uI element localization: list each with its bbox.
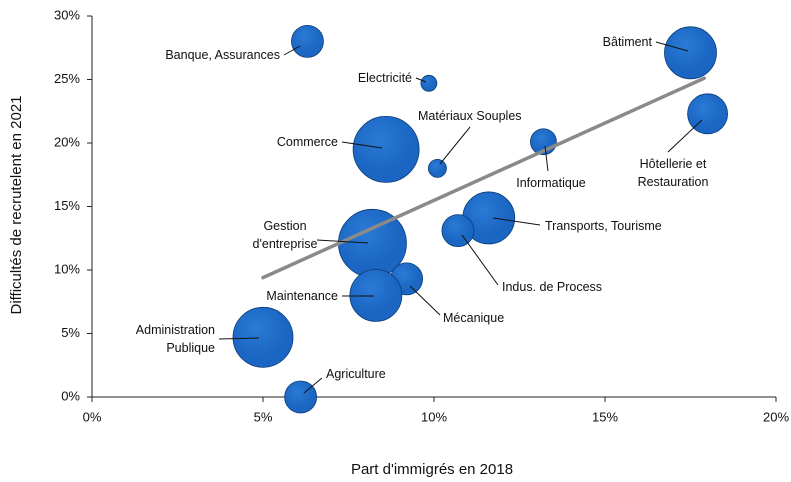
bubble: [352, 115, 420, 183]
point-label: Maintenance: [266, 289, 338, 303]
bubble: [232, 306, 294, 368]
y-tick-label: 5%: [61, 325, 80, 340]
x-tick-label: 15%: [592, 409, 618, 424]
y-tick-label: 10%: [54, 261, 80, 276]
leader-line: [316, 239, 369, 244]
point-label: Mécanique: [443, 311, 505, 325]
point-label: Hôtellerie et Restauration: [637, 157, 709, 189]
x-tick-label: 20%: [763, 409, 789, 424]
bubble: [441, 214, 475, 248]
leader-line: [283, 45, 301, 56]
bubble: [291, 25, 324, 58]
leader-line: [544, 145, 549, 172]
leader-line: [439, 126, 471, 165]
trend-line: [261, 76, 706, 280]
leader-line: [218, 337, 260, 340]
bubble: [428, 158, 447, 178]
point-label: Informatique: [516, 176, 586, 190]
leader-line: [303, 377, 323, 394]
x-tick-label: 10%: [421, 409, 447, 424]
point-label: Matériaux Souples: [418, 109, 522, 123]
y-tick-label: 0%: [61, 388, 80, 403]
point-label: Commerce: [276, 135, 338, 149]
point-label: Electricité: [357, 71, 412, 85]
y-axis-title: Difficultés de recrutelent en 2021: [8, 95, 25, 314]
y-tick-label: 15%: [54, 198, 80, 213]
point-label: Gestion d'entreprise: [252, 219, 318, 251]
y-tick-label: 25%: [54, 71, 80, 86]
bubble: [664, 26, 717, 80]
leader-line: [415, 77, 427, 83]
point-label: Transports, Tourisme: [545, 219, 662, 233]
bubble: [420, 74, 438, 92]
x-tick-label: 5%: [254, 409, 273, 424]
point-label: Administration Publique: [135, 323, 215, 355]
x-axis-title: Part d'immigrés en 2018: [351, 461, 513, 478]
point-label: Bâtiment: [602, 35, 652, 49]
point-label: Banque, Assurances: [165, 48, 280, 62]
y-tick-label: 20%: [54, 134, 80, 149]
point-label: Indus. de Process: [502, 280, 603, 294]
leader-line: [409, 285, 441, 316]
leader-line: [492, 217, 541, 226]
point-label: Agriculture: [326, 367, 386, 381]
bubble: [349, 268, 403, 322]
bubble: [284, 380, 318, 414]
y-tick-label: 30%: [54, 7, 80, 22]
leader-line: [667, 119, 703, 153]
leader-line: [341, 141, 383, 149]
x-tick-label: 0%: [83, 409, 102, 424]
leader-line: [655, 41, 689, 52]
leader-line: [461, 234, 499, 286]
